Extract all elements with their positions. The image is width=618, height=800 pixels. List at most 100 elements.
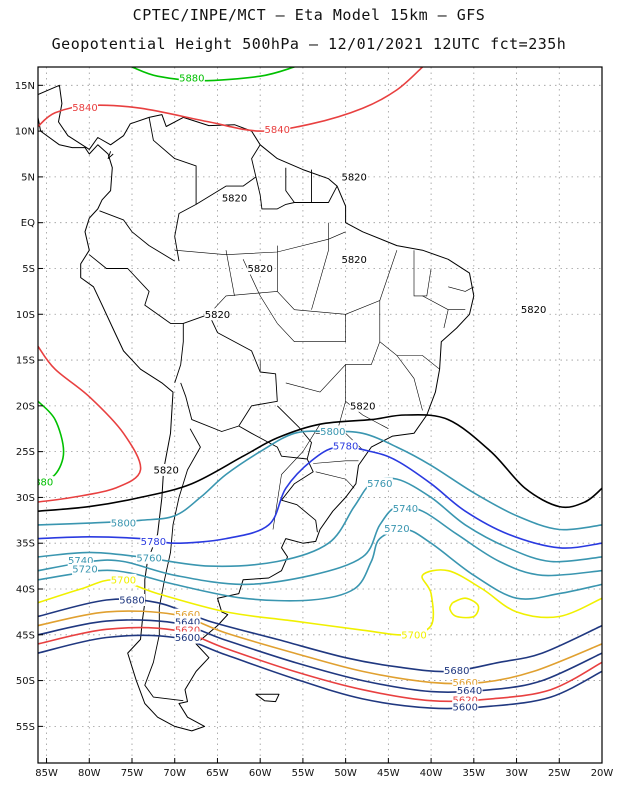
lat-tick-label: 40S [16,585,35,596]
contour-5640 [38,619,602,694]
contour-label-bg [119,593,145,606]
contour-5600 [38,634,602,710]
contour-5740 [38,504,602,586]
contour-label: 5700 [401,630,426,641]
country-border [148,117,197,262]
lon-tick-label: 80W [78,768,101,779]
contour-label: 5640 [457,686,482,697]
lat-tick-label: 5S [22,264,35,275]
lon-tick-label: 45W [377,768,400,779]
state-border [285,300,381,393]
height-label-bg [204,308,231,321]
height-label-bg [341,170,368,183]
contour-label-bg [366,477,393,490]
contour-5820 [38,414,602,512]
country-border [285,167,295,203]
height-label: 5820 [521,305,546,316]
country-border [89,254,184,384]
contour-5840 [38,345,142,503]
contour-label: 5880 [179,73,204,84]
lat-tick-label: 30S [16,493,35,504]
country-border [195,176,257,205]
height-label: 5820 [247,264,272,275]
lat-tick-label: 50S [16,676,35,687]
lon-tick-label: 50W [334,768,357,779]
contour-label: 5740 [68,556,93,567]
contour-label: 5620 [453,695,478,706]
contour-label-bg [401,628,427,641]
state-border [443,309,449,329]
contour-label: 5720 [72,564,97,575]
state-border [422,295,466,310]
contour-5840 [38,67,424,132]
contour-label: 5700 [111,575,136,586]
contour-label: 5880 [28,477,53,488]
river-line [272,424,321,530]
lon-tick-label: 35W [463,768,486,779]
title-line-1: CPTEC/INPE/MCT – Eta Model 15km – GFS [132,6,486,24]
country-border [99,210,175,262]
contour-label: 5840 [72,103,97,114]
contour-label: 5600 [453,703,478,714]
river-line [174,231,346,256]
state-border [345,364,389,429]
contour-label-bg [136,551,163,564]
country-border [251,144,338,210]
lat-tick-label: 10S [16,310,35,321]
height-label-bg [349,399,376,412]
contour-label-bg [452,701,479,714]
lon-tick-label: 20W [591,768,614,779]
contour-label: 5780 [333,442,358,453]
contour-label-bg [383,522,410,535]
height-label: 5820 [341,255,366,266]
lon-tick-label: 25W [548,768,571,779]
lon-tick-label: 40W [420,768,443,779]
contour-5660 [38,610,602,685]
lat-tick-label: 5N [21,172,35,183]
contour-5620 [38,626,602,703]
country-border [281,458,318,533]
height-label: 5820 [350,401,375,412]
height-label: 5820 [153,465,178,476]
coastline [255,693,280,703]
state-border [311,222,329,310]
contour-label: 5640 [175,617,200,628]
country-border [180,313,278,432]
contour-5880 [131,67,295,82]
state-border [313,460,359,464]
lon-tick-label: 30W [505,768,528,779]
contour-label: 5760 [367,479,392,490]
contour-label-bg [319,425,346,438]
contour-label-bg [72,562,98,575]
height-label-bg [341,253,368,266]
contour-label-bg [392,502,419,515]
lon-tick-label: 75W [121,768,144,779]
contour-label-bg [264,123,291,136]
height-label: 5820 [222,193,247,204]
contour-label: 5620 [175,626,200,637]
contour-label: 5740 [393,504,418,515]
state-border [413,250,432,297]
lat-tick-label: EQ [21,218,35,229]
contour-label: 5760 [136,553,161,564]
contour-5700 [448,597,480,619]
lon-tick-label: 85W [35,768,58,779]
contour-layer [38,67,602,710]
contour-label: 5660 [175,610,200,621]
height-label-bg [221,191,248,204]
state-border [225,250,235,296]
height-label-bg [520,303,547,316]
height-label: 5820 [205,310,230,321]
coastline [0,227,8,233]
contour-5720 [38,528,602,602]
lat-tick-label: 20S [16,401,35,412]
contour-label-bg [178,71,205,84]
contour-label-bg [174,631,201,644]
lat-tick-label: 35S [16,539,35,550]
map-frame [37,66,603,764]
axis-ticks: 15N 10N 5N EQ 5S 10S 15S 20S 25S 30S 35S 40S 45S 50S 5… [15,81,614,779]
state-border [315,471,355,489]
lat-tick-label: 55S [16,722,35,733]
contour-label: 5840 [265,125,290,136]
